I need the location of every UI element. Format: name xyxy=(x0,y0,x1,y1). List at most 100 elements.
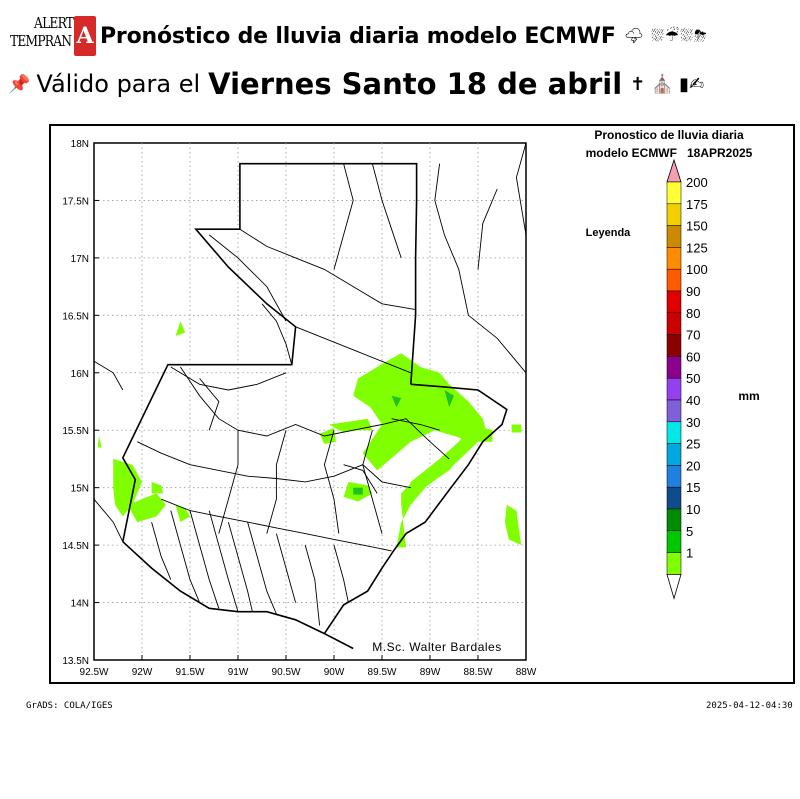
admin-line-29 xyxy=(343,464,378,494)
admin-line-28 xyxy=(371,163,402,259)
page-title: Pronóstico de lluvia diaria modelo ECMWF xyxy=(100,23,616,49)
admin-line-23 xyxy=(362,430,383,534)
rain-area-16 xyxy=(353,487,363,495)
admin-line-21 xyxy=(266,430,287,534)
weather-icons: 🌩 ⛆☔⛆⛈ xyxy=(623,26,708,45)
admin-line-30 xyxy=(391,418,440,431)
plot-title-line1: Pronostico de lluvia diaria xyxy=(594,128,744,142)
colorbar-label: 10 xyxy=(686,502,700,517)
map-frame xyxy=(49,124,795,684)
lon-tick-label: 92W xyxy=(132,667,153,678)
logo-mark: A xyxy=(74,16,96,56)
colorbar-swatch xyxy=(666,530,682,553)
colorbar-label: 175 xyxy=(686,197,708,212)
admin-line-1 xyxy=(434,163,527,390)
colorbar-label: 15 xyxy=(686,480,700,495)
lon-tick-label: 91.5W xyxy=(176,667,205,678)
rain-area-6 xyxy=(319,427,336,444)
rain-area-13 xyxy=(97,436,102,448)
lat-tick-label: 13.5N xyxy=(62,656,89,667)
admin-line-14 xyxy=(208,510,239,612)
colorbar-label: 70 xyxy=(686,328,700,343)
country-borders xyxy=(93,142,527,650)
lat-tick-label: 17N xyxy=(71,254,89,265)
rain-area-8 xyxy=(113,458,142,517)
admin-line-13 xyxy=(189,510,220,609)
rain-area-4 xyxy=(401,439,467,505)
rain-area-5 xyxy=(329,418,373,433)
admin-line-11 xyxy=(151,521,172,580)
holy-week-icons: ✝ ⛪ ▮✍ xyxy=(630,73,705,95)
colorbar-label: 5 xyxy=(686,524,693,539)
colorbar-label: 100 xyxy=(686,262,708,277)
colorbar-swatch xyxy=(666,203,682,226)
plot-title-line2: modelo ECMWF 18APR2025 xyxy=(586,146,753,160)
border-line-4 xyxy=(121,162,418,542)
legend-title: Leyenda xyxy=(586,227,632,239)
pin-icon: 📌 xyxy=(8,73,31,95)
colorbar-swatch xyxy=(666,225,682,248)
lon-tick-label: 90.5W xyxy=(272,667,301,678)
rain-area-12 xyxy=(175,321,186,336)
colorbar-swatch xyxy=(666,181,682,205)
border-line-2 xyxy=(323,533,407,635)
admin-line-2 xyxy=(477,188,498,270)
lat-tick-label: 14.5N xyxy=(62,541,89,552)
lon-tick-label: 88.5W xyxy=(464,667,493,678)
colorbar-label: 90 xyxy=(686,284,700,299)
colorbar-label: 20 xyxy=(686,458,700,473)
colorbar-label: 150 xyxy=(686,219,708,234)
admin-line-18 xyxy=(304,544,321,626)
rain-area-9 xyxy=(127,493,166,523)
rain-area-10 xyxy=(151,481,164,494)
lon-tick-label: 89W xyxy=(420,667,441,678)
header-date-row: 📌 Válido para el Viernes Santo 18 de abr… xyxy=(8,64,704,104)
rain-area-1 xyxy=(353,353,488,471)
colorbar-label: 1 xyxy=(686,546,693,561)
colorbar-swatch xyxy=(666,508,682,532)
valid-date: Viernes Santo 18 de abril xyxy=(208,67,623,101)
colorbar-label: 60 xyxy=(686,349,700,364)
colorbar-swatch xyxy=(666,399,682,423)
lon-tick-label: 88W xyxy=(516,667,537,678)
admin-line-3 xyxy=(515,142,527,235)
admin-line-15 xyxy=(227,521,253,612)
colorbar-label: 30 xyxy=(686,415,700,430)
colorbar-label: 200 xyxy=(686,175,708,190)
admin-line-20 xyxy=(218,430,239,534)
logo-text-top: ALERT xyxy=(34,14,74,32)
header-title-row: ALERT TEMPRAN A Pronóstico de lluvia dia… xyxy=(8,14,708,58)
colorbar-swatch xyxy=(666,268,682,292)
unit-label: mm xyxy=(738,389,759,403)
colorbar-label: 40 xyxy=(686,393,700,408)
colorbar-swatch xyxy=(666,290,682,314)
lon-axis: 92.5W 92W 91.5W 91W 90.5W 90W 89.5W 89W 88.5W 88W xyxy=(80,655,537,678)
admin-line-19 xyxy=(333,544,349,603)
colorbar-swatch xyxy=(666,465,682,488)
lon-tick-label: 90W xyxy=(324,667,345,678)
lat-tick-label: 14N xyxy=(71,599,89,610)
admin-line-5 xyxy=(93,498,124,542)
admin-line-31 xyxy=(199,378,220,431)
gridlines xyxy=(94,143,526,660)
colorbar-swatch xyxy=(666,334,682,357)
timestamp: 2025-04-12-04:30 xyxy=(706,701,793,711)
admin-line-22 xyxy=(323,430,340,534)
admin-line-16 xyxy=(247,521,277,615)
rain-area-17 xyxy=(391,395,402,408)
lat-tick-label: 17.5N xyxy=(62,196,89,207)
colorbar-top-arrow xyxy=(666,158,682,183)
admin-line-27 xyxy=(333,163,354,270)
rain-area-14 xyxy=(504,504,522,546)
border-line-3 xyxy=(405,383,508,535)
grads-credit: GrADS: COLA/IGES xyxy=(26,701,113,711)
lat-tick-label: 15.5N xyxy=(62,426,89,437)
lat-axis: 18N 17.5N 17N 16.5N 16N 15.5N 15N 14.5N 14N 13.5N xyxy=(62,139,99,667)
colorbar-label: 80 xyxy=(686,306,700,321)
colorbar-swatch xyxy=(666,443,682,466)
admin-line-6 xyxy=(239,228,416,311)
colorbar-swatch xyxy=(666,377,682,401)
colorbar-swatch xyxy=(666,356,682,379)
colorbar-swatch xyxy=(666,421,682,444)
